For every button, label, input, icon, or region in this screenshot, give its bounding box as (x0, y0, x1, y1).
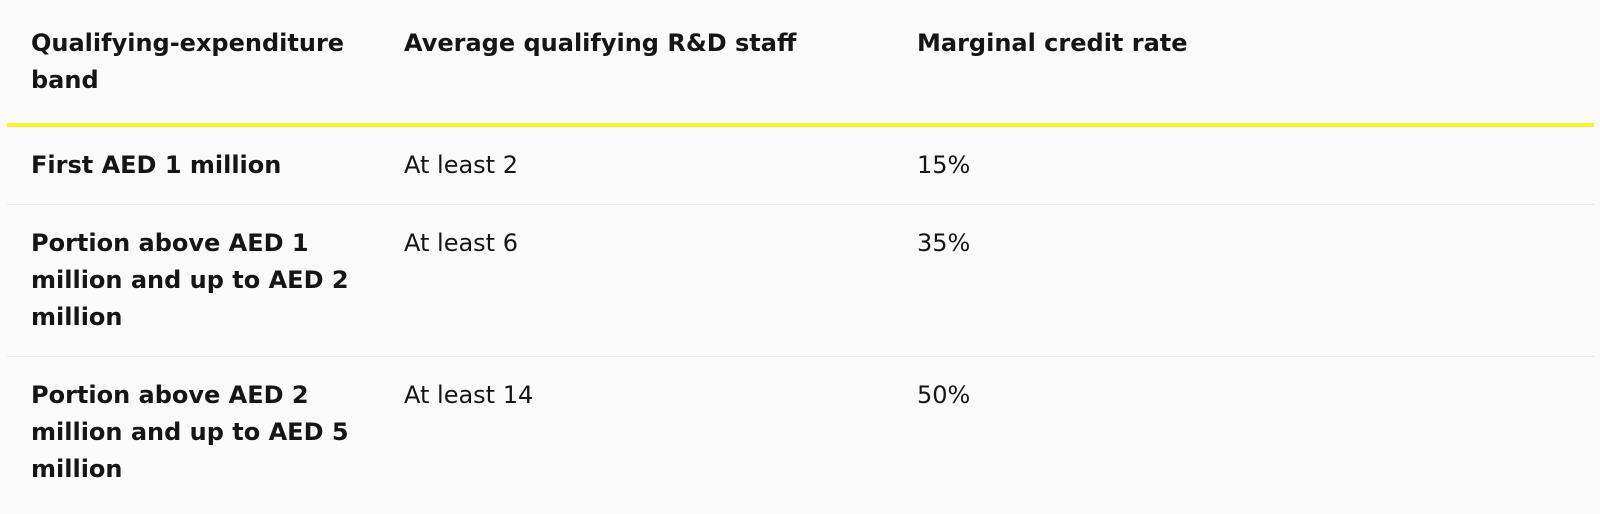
credit-rate-cell: 35% (917, 229, 971, 257)
rd-staff-cell: At least 6 (404, 229, 518, 257)
expenditure-band-cell: Portion above AED 1 million and up to AE… (31, 229, 349, 331)
header-credit-rate: Marginal credit rate (917, 29, 1188, 57)
table-header: Qualifying-expenditure band Average qual… (7, 0, 1594, 125)
table-row: First AED 1 million At least 2 15% (7, 125, 1594, 205)
credit-rate-table: Qualifying-expenditure band Average qual… (7, 0, 1594, 508)
rd-staff-cell: At least 2 (404, 151, 518, 179)
header-row: Qualifying-expenditure band Average qual… (7, 0, 1594, 125)
expenditure-band-cell: Portion above AED 2 million and up to AE… (31, 381, 349, 483)
table-row: Portion above AED 1 million and up to AE… (7, 205, 1594, 357)
table-row: Portion above AED 2 million and up to AE… (7, 357, 1594, 509)
header-expenditure-band: Qualifying-expenditure band (31, 29, 345, 94)
table-body: First AED 1 million At least 2 15% Porti… (7, 125, 1594, 508)
rd-staff-cell: At least 14 (404, 381, 534, 409)
header-rd-staff: Average qualifying R&D staff (404, 29, 797, 57)
expenditure-band-cell: First AED 1 million (31, 151, 282, 179)
credit-rate-table-container: Qualifying-expenditure band Average qual… (7, 0, 1594, 508)
credit-rate-cell: 50% (917, 381, 971, 409)
credit-rate-cell: 15% (917, 151, 971, 179)
